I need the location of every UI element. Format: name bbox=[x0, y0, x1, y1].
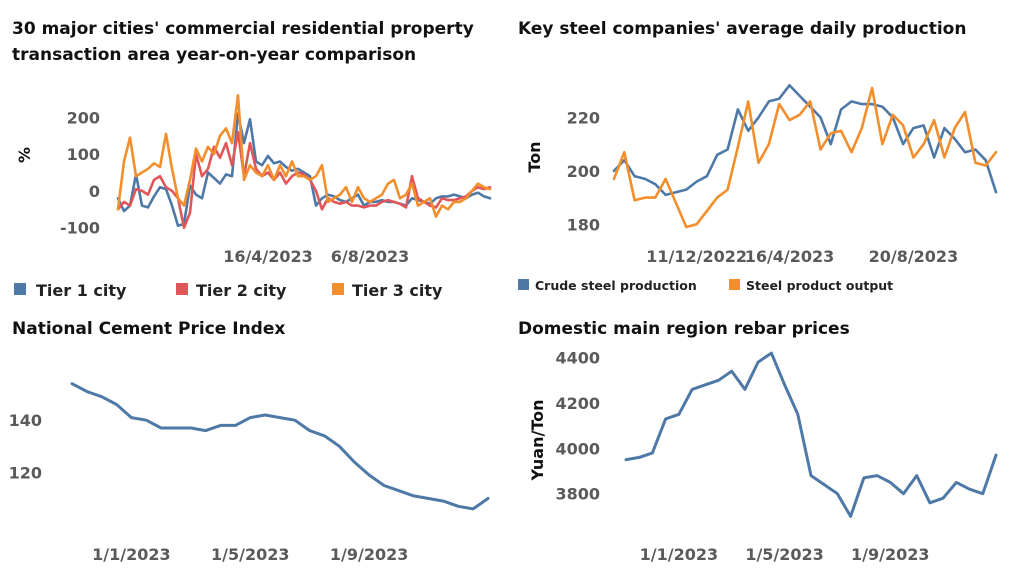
legend-label-tier-3: Tier 3 city bbox=[352, 281, 443, 300]
legend: Tier 1 city Tier 2 city Tier 3 city bbox=[14, 281, 443, 300]
legend: Crude steel production Steel product out… bbox=[518, 278, 893, 293]
x-tick-label: 6/8/2023 bbox=[331, 247, 409, 266]
x-tick-label: 1/1/2023 bbox=[640, 545, 718, 564]
x-tick-label: 20/8/2023 bbox=[869, 247, 959, 266]
y-tick-label: 220 bbox=[567, 108, 600, 127]
y-tick-label: 120 bbox=[9, 463, 42, 482]
legend-label-tier-2: Tier 2 city bbox=[196, 281, 287, 300]
y-tick-label: 3800 bbox=[555, 485, 600, 504]
chart-steel-production: Key steel companies' average daily produ… bbox=[518, 19, 998, 293]
y-tick-label: 200 bbox=[567, 162, 600, 181]
y-tick-label: 4200 bbox=[555, 394, 600, 413]
legend-swatch-crude-steel bbox=[518, 279, 529, 290]
y-tick-label: 4400 bbox=[555, 349, 600, 368]
legend-swatch-tier-2 bbox=[176, 283, 188, 295]
legend-swatch-steel-product bbox=[729, 279, 740, 290]
series-line-steel-product-output bbox=[612, 86, 998, 229]
plot-area: 3800 4000 4200 4400 1/1/2023 1/5/2023 1/9/2023… bbox=[528, 349, 998, 564]
series-line-crude-steel-production bbox=[612, 84, 998, 197]
series-line-index bbox=[70, 382, 490, 511]
chart-title-line-2: transaction area year-on-year comparison bbox=[12, 45, 416, 65]
legend-label-crude-steel: Crude steel production bbox=[535, 278, 697, 293]
y-axis-label: Yuan/Ton bbox=[528, 399, 547, 481]
x-tick-label: 16/4/2023 bbox=[745, 247, 835, 266]
chart-title: Key steel companies' average daily produ… bbox=[518, 19, 966, 39]
x-tick-label: 1/5/2023 bbox=[745, 545, 823, 564]
x-tick-label: 16/4/2023 bbox=[223, 247, 313, 266]
x-tick-label: 1/5/2023 bbox=[211, 545, 289, 564]
y-tick-label: 0 bbox=[89, 182, 100, 201]
y-axis-label: % bbox=[15, 147, 34, 163]
chart-transaction-area: 30 major cities' commercial residential … bbox=[12, 19, 492, 300]
series-line-tier-3-city bbox=[116, 94, 492, 218]
chart-title: National Cement Price Index bbox=[12, 319, 285, 339]
chart-rebar-prices: Domestic main region rebar prices 3800 40… bbox=[518, 319, 998, 564]
legend-swatch-tier-3 bbox=[332, 283, 344, 295]
legend-label-tier-1: Tier 1 city bbox=[36, 281, 127, 300]
x-tick-label: 1/1/2023 bbox=[92, 545, 170, 564]
legend-swatch-tier-1 bbox=[14, 283, 26, 295]
y-tick-label: 180 bbox=[567, 215, 600, 234]
series-line-tier-2-city bbox=[116, 130, 492, 229]
y-axis-label: Ton bbox=[525, 141, 544, 172]
chart-title-line-1: 30 major cities' commercial residential … bbox=[12, 19, 474, 39]
x-tick-label: 11/12/2022 bbox=[646, 247, 747, 266]
y-tick-label: 200 bbox=[67, 108, 100, 127]
plot-area: 120 140 1/1/2023 1/5/2023 1/9/2023 bbox=[9, 382, 490, 564]
legend-label-steel-product: Steel product output bbox=[746, 278, 893, 293]
x-tick-label: 1/9/2023 bbox=[330, 545, 408, 564]
series-line-index bbox=[624, 351, 998, 518]
plot-area: -100 0 100 200 16/4/2023 6/8/2023% bbox=[15, 94, 492, 266]
chart-title: Domestic main region rebar prices bbox=[518, 319, 850, 339]
x-tick-label: 1/9/2023 bbox=[851, 545, 929, 564]
y-tick-label: 140 bbox=[9, 411, 42, 430]
y-tick-label: -100 bbox=[60, 219, 100, 238]
chart-cement-price-index: National Cement Price Index 120 140 1/1/20… bbox=[9, 319, 490, 564]
y-tick-label: 100 bbox=[67, 145, 100, 164]
y-tick-label: 4000 bbox=[555, 439, 600, 458]
